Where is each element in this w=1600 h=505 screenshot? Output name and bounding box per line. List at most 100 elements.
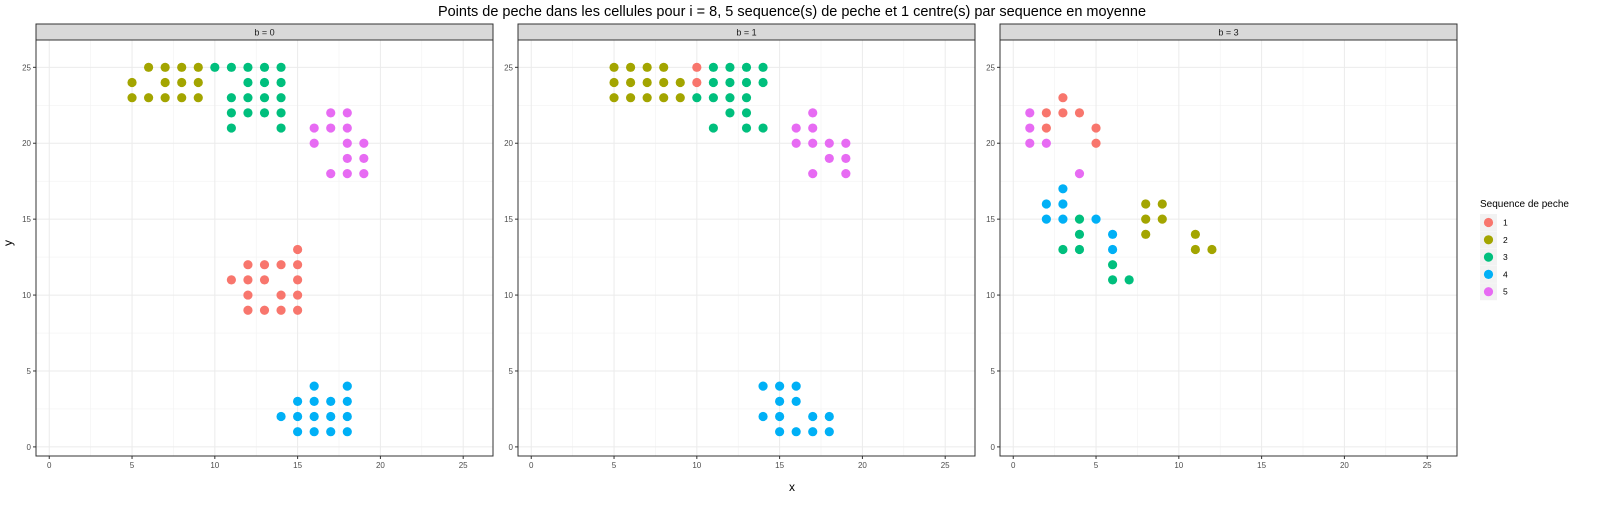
point-series-2 — [659, 62, 669, 72]
legend-swatch — [1483, 252, 1494, 262]
x-tick-label: 15 — [1257, 461, 1266, 470]
point-series-2 — [160, 62, 170, 72]
point-series-4 — [775, 411, 785, 422]
point-series-3 — [259, 77, 270, 88]
point-series-3 — [276, 77, 286, 88]
point-series-5 — [342, 108, 352, 118]
point-series-3 — [1107, 275, 1118, 285]
point-series-2 — [177, 77, 187, 88]
point-series-3 — [226, 93, 236, 103]
point-series-2 — [177, 93, 187, 103]
point-series-5 — [1025, 108, 1035, 118]
point-series-2 — [1157, 214, 1167, 224]
point-series-5 — [326, 108, 336, 118]
point-series-2 — [1190, 229, 1200, 239]
point-series-3 — [210, 62, 220, 72]
legend: Sequence de peche 1 2 3 4 5 — [1480, 199, 1569, 301]
x-tick-label: 20 — [376, 461, 385, 470]
point-series-5 — [791, 123, 801, 133]
point-series-5 — [326, 169, 336, 179]
point-series-1 — [1058, 93, 1068, 103]
y-tick-label: 15 — [986, 215, 995, 224]
y-tick-label: 25 — [986, 63, 995, 72]
point-series-3 — [276, 62, 286, 72]
point-series-4 — [808, 427, 818, 437]
y-tick-label: 5 — [27, 367, 32, 376]
point-series-3 — [259, 62, 270, 72]
legend-swatch — [1483, 217, 1494, 228]
point-series-2 — [1190, 244, 1200, 255]
point-series-1 — [293, 244, 303, 255]
x-tick-label: 5 — [612, 461, 617, 470]
point-series-3 — [226, 62, 236, 72]
point-series-5 — [359, 138, 369, 148]
panel-2: b = 3 0 5 10 15 20 25 0 5 10 15 20 25 — [986, 23, 1458, 470]
point-series-2 — [160, 93, 170, 103]
point-series-3 — [243, 108, 253, 118]
x-tick-label: 10 — [692, 461, 701, 470]
legend-item-5: 5 — [1480, 283, 1508, 301]
point-series-3 — [708, 77, 718, 88]
y-tick-label: 5 — [509, 367, 514, 376]
point-series-5 — [359, 169, 369, 179]
point-series-4 — [326, 396, 336, 406]
x-tick-label: 25 — [1423, 461, 1432, 470]
point-series-2 — [625, 93, 636, 103]
y-tick-label: 10 — [504, 291, 513, 300]
legend-swatch — [1483, 235, 1494, 245]
panel-1: b = 1 0 5 10 15 20 25 0 5 10 15 20 25 — [504, 23, 976, 470]
point-series-3 — [725, 77, 735, 88]
point-series-5 — [342, 123, 352, 133]
point-series-2 — [160, 77, 170, 88]
point-series-1 — [276, 290, 286, 300]
y-tick-label: 0 — [991, 443, 996, 452]
y-tick-label: 20 — [504, 139, 513, 148]
legend-label: 3 — [1503, 252, 1508, 262]
x-tick-label: 0 — [529, 461, 534, 470]
point-series-1 — [243, 275, 253, 285]
point-series-5 — [808, 108, 818, 118]
point-series-3 — [725, 62, 735, 72]
x-axis-label: x — [789, 480, 795, 494]
point-series-2 — [1141, 214, 1151, 224]
point-series-3 — [725, 93, 735, 103]
point-series-3 — [1058, 244, 1068, 255]
y-tick-label: 20 — [986, 139, 995, 148]
facet-strip-label: b = 0 — [254, 28, 274, 38]
panel-border — [999, 39, 1458, 457]
point-series-3 — [276, 93, 286, 103]
y-tick-label: 20 — [22, 139, 31, 148]
panel-border — [35, 39, 494, 457]
panel-0: b = 0 0 5 10 15 20 25 0 5 10 15 20 25 — [22, 23, 494, 470]
point-series-2 — [127, 93, 137, 103]
point-series-5 — [841, 169, 851, 179]
point-series-2 — [659, 93, 669, 103]
point-series-1 — [243, 290, 253, 300]
point-series-4 — [808, 411, 818, 422]
point-series-1 — [692, 77, 702, 88]
legend-item-2: 2 — [1480, 231, 1508, 249]
point-series-5 — [1074, 169, 1085, 179]
point-series-2 — [143, 62, 154, 72]
point-series-4 — [342, 427, 352, 437]
point-series-2 — [1207, 244, 1217, 255]
point-series-1 — [226, 275, 236, 285]
point-series-2 — [143, 93, 154, 103]
point-series-5 — [359, 153, 369, 164]
y-tick-label: 0 — [27, 443, 32, 452]
point-series-4 — [309, 381, 319, 391]
point-series-1 — [293, 290, 303, 300]
point-series-4 — [342, 381, 352, 391]
plot-background — [1000, 40, 1457, 456]
legend-item-3: 3 — [1480, 248, 1508, 266]
point-series-1 — [1041, 123, 1051, 133]
point-series-4 — [775, 427, 785, 437]
point-series-4 — [824, 411, 834, 422]
point-series-3 — [725, 108, 735, 118]
point-series-2 — [625, 62, 636, 72]
point-series-2 — [642, 93, 652, 103]
point-series-3 — [226, 108, 236, 118]
point-series-3 — [276, 108, 286, 118]
x-tick-label: 20 — [1340, 461, 1349, 470]
point-series-1 — [692, 62, 702, 72]
